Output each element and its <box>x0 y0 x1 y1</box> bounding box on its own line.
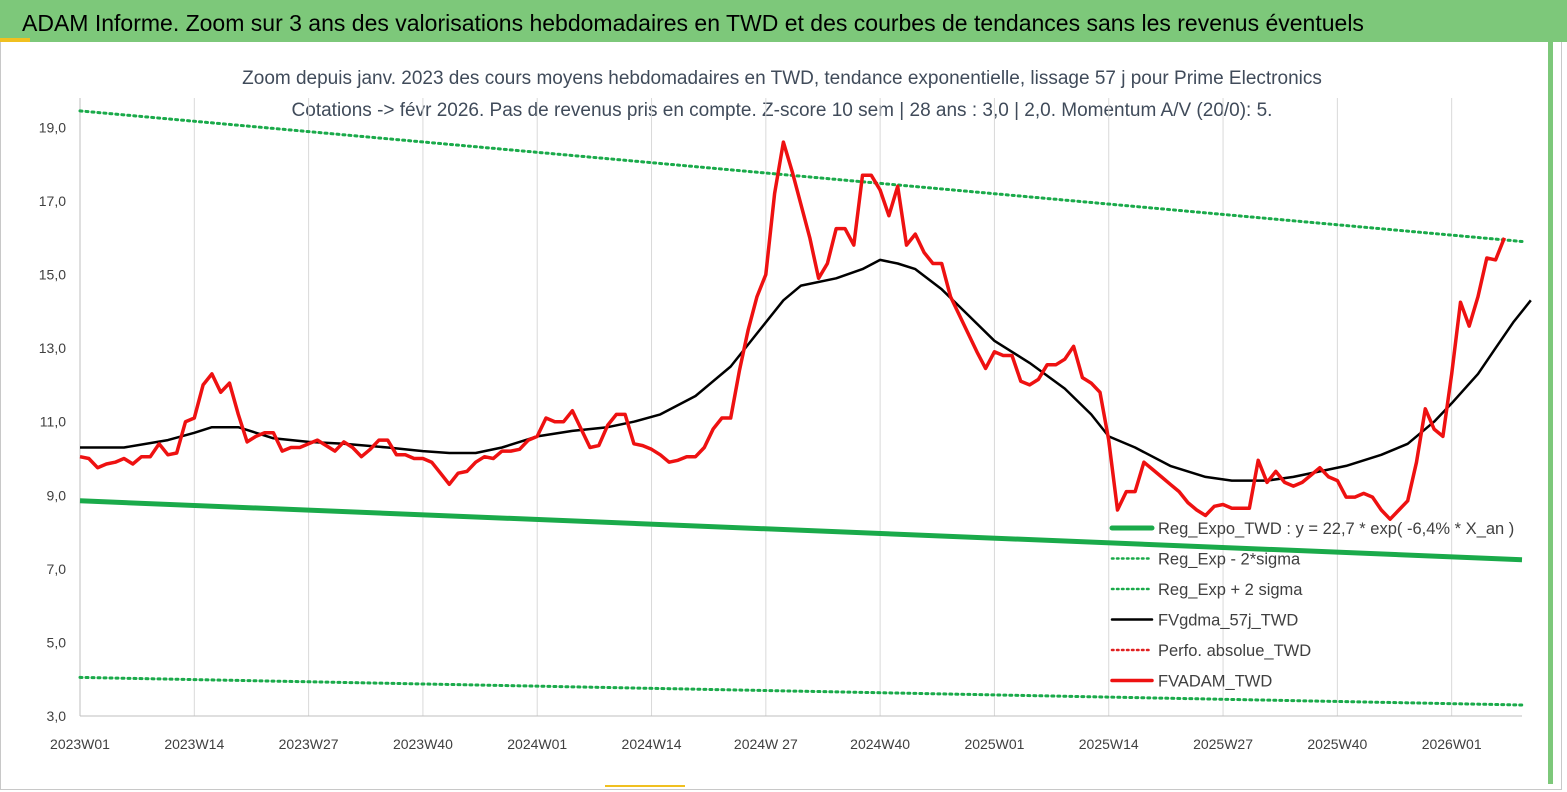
y-tick-label: 11,0 <box>40 414 66 430</box>
y-tick-label: 15,0 <box>39 267 66 283</box>
series-lines <box>78 109 1532 707</box>
y-tick-label: 17,0 <box>39 193 66 209</box>
x-tick-label: 2024W40 <box>850 736 910 752</box>
x-tick-label: 2024W14 <box>622 736 682 752</box>
y-tick-label: 7,0 <box>47 561 67 577</box>
legend-label: Reg_Exp + 2 sigma <box>1158 581 1303 599</box>
legend: Reg_Expo_TWD : y = 22,7 * exp( -6,4% * X… <box>1109 520 1514 691</box>
series-line-0 <box>79 498 1523 563</box>
chart-panel <box>0 42 1562 790</box>
x-tick-label: 2024W01 <box>507 736 567 752</box>
chart-title-line1: Zoom depuis janv. 2023 des cours moyens … <box>242 68 1322 89</box>
x-tick-label: 2023W40 <box>393 736 453 752</box>
series-line-5 <box>79 140 1507 521</box>
banner-accent-stripe <box>0 38 30 42</box>
y-tick-label: 5,0 <box>47 634 67 650</box>
report-title: ADAM Informe. Zoom sur 3 ans des valoris… <box>22 10 1364 36</box>
legend-label: FVADAM_TWD <box>1158 673 1272 691</box>
legend-label: FVgdma_57j_TWD <box>1158 612 1298 630</box>
right-accent-bar <box>1548 42 1553 784</box>
x-tick-label: 2026W01 <box>1422 736 1482 752</box>
report-title-banner: ADAM Informe. Zoom sur 3 ans des valoris… <box>0 0 1567 42</box>
axes: 2023W01 2023W14 2023W27 2023W40 2024W01 2024W… <box>39 98 1522 752</box>
series-line-3 <box>80 258 1532 482</box>
x-tick-label: 2025W14 <box>1079 736 1139 752</box>
y-tick-label: 13,0 <box>39 340 66 356</box>
y-tick-label: 3,0 <box>47 708 67 724</box>
x-tick-label: 2025W01 <box>964 736 1024 752</box>
legend-label: Reg_Exp - 2*sigma <box>1158 551 1301 569</box>
series-line-1 <box>78 675 1524 707</box>
x-tick-label: 2025W27 <box>1193 736 1253 752</box>
x-tick-label: 2023W01 <box>50 736 110 752</box>
y-tick-label: 9,0 <box>47 487 67 503</box>
x-tick-label: 2023W14 <box>164 736 224 752</box>
legend-label: Perfo. absolue_TWD <box>1158 642 1311 660</box>
chart-title-line2: Cotations -> févr 2026. Pas de revenus p… <box>292 100 1273 121</box>
legend-label: Reg_Expo_TWD : y = 22,7 * exp( -6,4% * X… <box>1158 520 1514 538</box>
series-line-2 <box>78 109 1524 243</box>
bottom-accent-stripe <box>605 785 685 787</box>
x-tick-label: 2023W27 <box>279 736 339 752</box>
x-tick-label: 2024W 27 <box>734 736 798 752</box>
y-tick-label: 19,0 <box>39 119 66 135</box>
x-tick-label: 2025W40 <box>1307 736 1367 752</box>
